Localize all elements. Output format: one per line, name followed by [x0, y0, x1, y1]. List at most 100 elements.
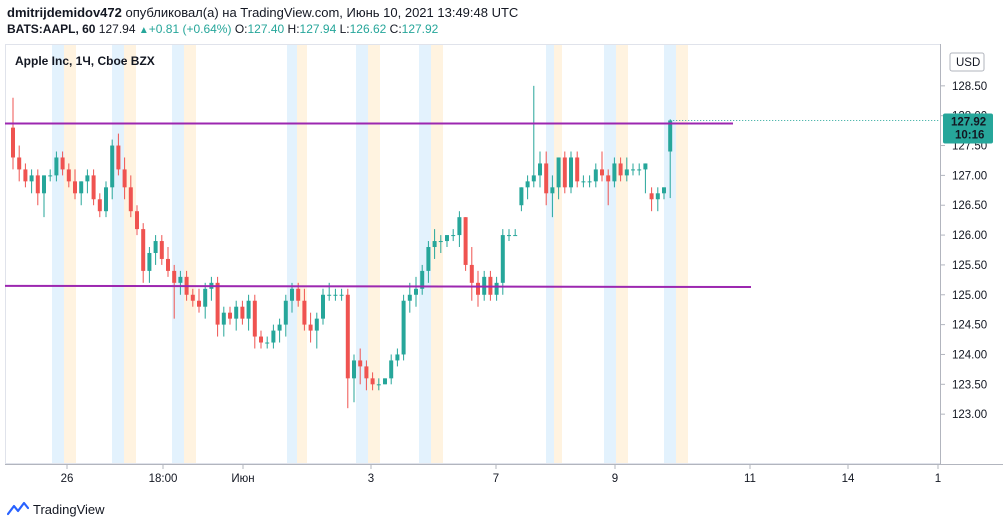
candle-down[interactable]: [296, 288, 301, 301]
candle-up[interactable]: [624, 169, 629, 176]
candle-down[interactable]: [469, 264, 474, 283]
candle-down[interactable]: [562, 157, 567, 188]
candle-up[interactable]: [513, 235, 518, 237]
candle-down[interactable]: [197, 300, 201, 307]
candle-up[interactable]: [457, 217, 462, 236]
candle-down[interactable]: [91, 175, 96, 200]
candle-up[interactable]: [110, 145, 115, 188]
candle-up[interactable]: [445, 235, 449, 242]
candle-down[interactable]: [476, 282, 480, 295]
candle-up[interactable]: [631, 169, 635, 171]
candle-up[interactable]: [203, 288, 208, 307]
candle-up[interactable]: [54, 157, 59, 176]
candle-up[interactable]: [29, 175, 34, 182]
candle-down[interactable]: [141, 229, 146, 271]
candle-up[interactable]: [352, 360, 356, 379]
candle-down[interactable]: [128, 187, 133, 212]
chart-frame[interactable]: Apple Inc, 1Ч, Cboe BZX 128.50128.00127.…: [4, 44, 1003, 490]
candle-up[interactable]: [221, 312, 226, 325]
candle-up[interactable]: [85, 175, 90, 182]
candle-up[interactable]: [147, 252, 152, 271]
candle-up[interactable]: [643, 163, 648, 170]
candle-up[interactable]: [376, 384, 381, 386]
horizontal-lines[interactable]: [4, 122, 752, 289]
candle-up[interactable]: [153, 241, 158, 253]
candle-up[interactable]: [407, 294, 412, 301]
candle-down[interactable]: [190, 294, 195, 301]
candle-down[interactable]: [600, 169, 604, 176]
candle-up[interactable]: [525, 181, 530, 188]
horizontal-ray-line[interactable]: [4, 284, 752, 289]
candle-down[interactable]: [135, 211, 139, 230]
candle-up[interactable]: [438, 241, 443, 243]
candle-up[interactable]: [556, 157, 561, 188]
candle-down[interactable]: [463, 217, 468, 265]
candle-up[interactable]: [178, 276, 183, 283]
candle-down[interactable]: [66, 169, 71, 182]
candle-down[interactable]: [370, 378, 375, 385]
candle-down[interactable]: [60, 157, 65, 170]
candle-down[interactable]: [122, 169, 127, 188]
candle-up[interactable]: [420, 270, 425, 289]
candle-up[interactable]: [48, 175, 53, 177]
candle-up[interactable]: [432, 241, 437, 248]
candle-down[interactable]: [23, 169, 28, 182]
candlestick-chart[interactable]: Apple Inc, 1Ч, Cboe BZX 128.50128.00127.…: [4, 44, 1003, 490]
candle-down[interactable]: [73, 181, 77, 194]
candle-down[interactable]: [618, 163, 623, 176]
candle-up[interactable]: [637, 169, 642, 171]
candle-up[interactable]: [507, 235, 511, 237]
candle-up[interactable]: [389, 360, 394, 379]
candle-up[interactable]: [321, 294, 325, 319]
candle-up[interactable]: [401, 300, 406, 355]
candle-up[interactable]: [538, 163, 542, 176]
candle-up[interactable]: [581, 181, 586, 183]
brand-footer[interactable]: TradingView: [7, 501, 105, 517]
candle-up[interactable]: [314, 318, 319, 331]
candle-down[interactable]: [159, 241, 164, 259]
candle-up[interactable]: [333, 294, 338, 296]
candle-down[interactable]: [302, 300, 307, 325]
candle-down[interactable]: [544, 163, 549, 194]
candle-up[interactable]: [327, 294, 332, 296]
candle-down[interactable]: [228, 312, 232, 319]
candle-up[interactable]: [451, 235, 456, 237]
candle-up[interactable]: [290, 288, 294, 301]
candle-up[interactable]: [42, 175, 46, 194]
candle-down[interactable]: [252, 300, 257, 337]
candle-down[interactable]: [308, 324, 313, 331]
candle-down[interactable]: [172, 270, 177, 283]
candle-up[interactable]: [383, 378, 387, 385]
candle-up[interactable]: [593, 169, 598, 182]
candle-up[interactable]: [612, 163, 617, 182]
currency-box[interactable]: [949, 52, 985, 72]
candle-down[interactable]: [575, 157, 580, 182]
candle-down[interactable]: [35, 175, 40, 194]
candle-up[interactable]: [414, 288, 418, 295]
candle-up[interactable]: [271, 330, 276, 343]
candle-up[interactable]: [519, 187, 524, 206]
candle-up[interactable]: [662, 187, 666, 194]
candle-down[interactable]: [649, 193, 654, 200]
candle-up[interactable]: [494, 282, 499, 295]
candle-down[interactable]: [358, 360, 363, 367]
candle-down[interactable]: [166, 258, 170, 271]
candle-down[interactable]: [215, 282, 220, 325]
candle-up[interactable]: [339, 294, 344, 296]
candle-down[interactable]: [17, 157, 22, 170]
candle-up[interactable]: [569, 157, 573, 188]
candle-up[interactable]: [395, 354, 400, 361]
candle-up[interactable]: [426, 247, 431, 271]
candle-up[interactable]: [550, 187, 555, 194]
candle-up[interactable]: [531, 175, 536, 182]
candle-down[interactable]: [11, 127, 15, 158]
candle-down[interactable]: [97, 199, 102, 212]
candle-up[interactable]: [246, 300, 251, 319]
candle-down[interactable]: [364, 366, 369, 379]
candle-up[interactable]: [500, 235, 505, 283]
author-name[interactable]: dmitrijdemidov472: [7, 5, 122, 20]
candle-up[interactable]: [587, 181, 592, 183]
candle-up[interactable]: [234, 306, 239, 319]
candle-up[interactable]: [79, 181, 84, 194]
candle-up[interactable]: [668, 120, 673, 152]
